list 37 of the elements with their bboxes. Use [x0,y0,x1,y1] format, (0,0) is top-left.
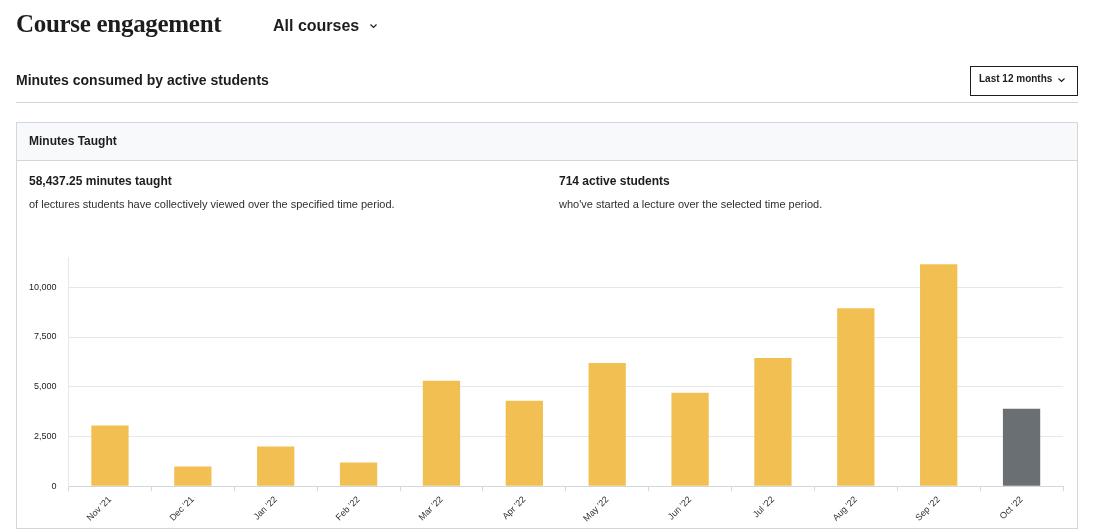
text: Last 12 months [979,73,1053,84]
x-tick-label: Mar '22 [416,494,445,523]
x-tick-label: Aug '22 [830,494,859,523]
text: Minutes consumed by active students [16,72,269,88]
x-tick-label: Nov '21 [84,494,114,523]
y-tick-label: 10,000 [29,281,57,292]
y-tick-label: 5,000 [34,381,57,392]
bar [837,308,875,486]
bar [505,400,543,486]
bar [91,425,129,486]
y-tick-label: 2,500 [34,431,57,442]
x-tick-label: Sep '22 [913,494,942,523]
bar [174,466,212,486]
bar [257,446,295,486]
bar [422,380,461,486]
bar [671,392,709,486]
x-tick-label: Jan '22 [251,494,279,522]
text: of lectures students have collectively viewed over the specified time period. [29,198,395,210]
x-tick-label: Dec '21 [167,494,197,523]
y-tick-label: 7,500 [34,331,57,342]
x-tick-label: Jun '22 [665,494,694,522]
x-tick-label: Apr '22 [500,494,528,522]
bar [754,357,792,486]
y-tick-label: 0 [51,480,57,491]
text: All courses [273,17,360,35]
x-tick-label: Oct '22 [997,494,1025,522]
text: 714 active students [559,174,670,188]
chart-title: Course engagement [16,10,222,38]
bar [1002,408,1041,486]
text: Minutes Taught [29,134,117,148]
x-tick-label: Feb '22 [333,494,362,523]
bar [920,264,958,486]
bar [339,462,378,486]
text: 58,437.25 minutes taught [29,174,172,188]
text: who've started a lecture over the selected time period. [559,198,823,210]
bar [588,362,626,486]
x-tick-label: Jul '22 [750,494,777,520]
